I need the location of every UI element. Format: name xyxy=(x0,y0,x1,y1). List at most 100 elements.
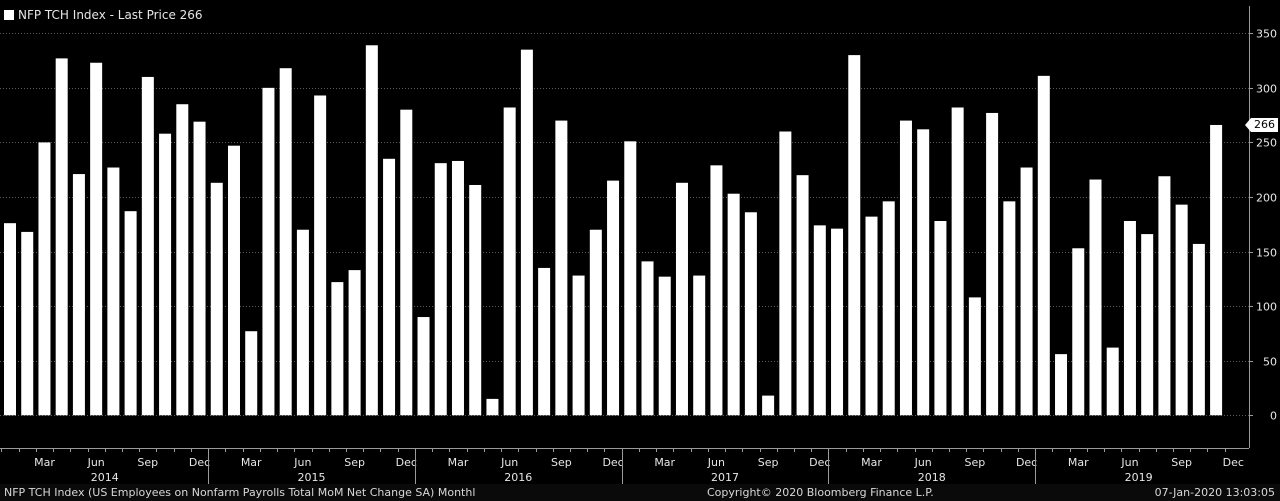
bar xyxy=(555,120,568,416)
legend-swatch xyxy=(4,10,14,20)
x-year-label: 2017 xyxy=(711,471,739,484)
x-month-label: Jun xyxy=(87,456,105,469)
x-month-label: Sep xyxy=(965,456,986,469)
bar xyxy=(1003,201,1016,416)
x-month-label: Sep xyxy=(551,456,572,469)
bar xyxy=(831,228,844,416)
x-month-label: Dec xyxy=(602,456,623,469)
bar xyxy=(4,223,16,416)
y-tick-label: 200 xyxy=(1256,192,1277,205)
legend-label: NFP TCH Index - Last Price 266 xyxy=(18,8,203,22)
bar xyxy=(451,160,464,416)
footer-timestamp: 07-Jan-2020 13:03:05 xyxy=(1154,486,1275,499)
bar xyxy=(917,129,930,416)
bar xyxy=(693,275,706,416)
bar xyxy=(279,68,292,416)
x-month-label: Dec xyxy=(396,456,417,469)
bar xyxy=(503,107,516,416)
x-month-label: Mar xyxy=(654,456,675,469)
bar xyxy=(710,165,723,416)
bar xyxy=(314,95,327,416)
bar xyxy=(968,297,981,416)
bar xyxy=(1141,234,1154,416)
bar xyxy=(107,167,120,416)
legend: NFP TCH Index - Last Price 266 xyxy=(4,8,203,22)
bar xyxy=(865,216,878,416)
bar xyxy=(1055,354,1068,416)
bar xyxy=(227,145,240,416)
bar xyxy=(365,45,378,416)
bar xyxy=(296,229,309,416)
y-tick-label: 250 xyxy=(1256,137,1277,150)
bar xyxy=(245,331,258,416)
bar xyxy=(383,158,396,416)
y-tick-label: 0 xyxy=(1270,410,1277,423)
bar xyxy=(589,229,602,416)
bar xyxy=(1072,248,1085,416)
bar xyxy=(331,282,344,416)
y-tick-label: 100 xyxy=(1256,301,1277,314)
y-tick-label: 150 xyxy=(1256,247,1277,260)
y-tick-label: 350 xyxy=(1256,28,1277,41)
bar xyxy=(882,201,895,416)
x-month-label: Dec xyxy=(809,456,830,469)
bar xyxy=(624,141,637,416)
bar xyxy=(210,182,223,416)
bar xyxy=(848,55,861,416)
bar xyxy=(1037,75,1050,416)
bar xyxy=(1106,347,1119,416)
x-month-label: Mar xyxy=(241,456,262,469)
bar xyxy=(1175,204,1188,416)
bar xyxy=(1192,243,1205,416)
bar xyxy=(934,221,947,416)
x-month-label: Sep xyxy=(344,456,365,469)
bar xyxy=(986,112,999,416)
bar xyxy=(1123,221,1136,416)
bar xyxy=(538,267,551,416)
bar xyxy=(159,133,172,416)
bar xyxy=(72,174,85,416)
x-month-label: Jun xyxy=(293,456,311,469)
bar xyxy=(262,87,275,416)
bar xyxy=(744,212,757,416)
chart-svg: 0 50 100 150 200 250 300 350 Mar Jun Sep Dec Mar Jun S… xyxy=(0,6,1277,484)
bar xyxy=(348,270,361,416)
x-year-label: 2016 xyxy=(504,471,532,484)
bar xyxy=(141,76,154,416)
last-price-badge: 266 xyxy=(1245,118,1278,132)
bar xyxy=(899,120,912,416)
bar xyxy=(193,121,206,416)
x-year-label: 2015 xyxy=(298,471,326,484)
x-year-label: 2014 xyxy=(91,471,119,484)
x-month-label: Dec xyxy=(1223,456,1244,469)
bar xyxy=(124,211,137,416)
x-month-label: Jun xyxy=(707,456,725,469)
bar xyxy=(520,49,533,416)
bar xyxy=(417,317,430,416)
bar xyxy=(38,142,51,416)
x-year-label: 2019 xyxy=(1125,471,1153,484)
x-year-label: 2018 xyxy=(918,471,946,484)
x-month-label: Dec xyxy=(1016,456,1037,469)
x-month-label: Sep xyxy=(137,456,158,469)
footer-description: NFP TCH Index (US Employees on Nonfarm P… xyxy=(4,486,476,499)
bar xyxy=(779,131,792,416)
footer: NFP TCH Index (US Employees on Nonfarm P… xyxy=(0,484,1280,501)
bar xyxy=(727,193,740,416)
footer-copyright: Copyright© 2020 Bloomberg Finance L.P. xyxy=(707,486,934,499)
bar xyxy=(762,395,775,416)
bar xyxy=(176,104,189,416)
x-month-label: Dec xyxy=(189,456,210,469)
bar xyxy=(90,62,103,416)
bar xyxy=(675,182,688,416)
x-month-label: Jun xyxy=(914,456,932,469)
bar xyxy=(21,231,34,416)
y-tick-label: 50 xyxy=(1263,356,1277,369)
bar xyxy=(1089,179,1102,416)
x-month-label: Jun xyxy=(500,456,518,469)
bar xyxy=(572,275,585,416)
x-month-label: Sep xyxy=(1171,456,1192,469)
bar xyxy=(434,163,447,416)
bar xyxy=(658,276,671,416)
